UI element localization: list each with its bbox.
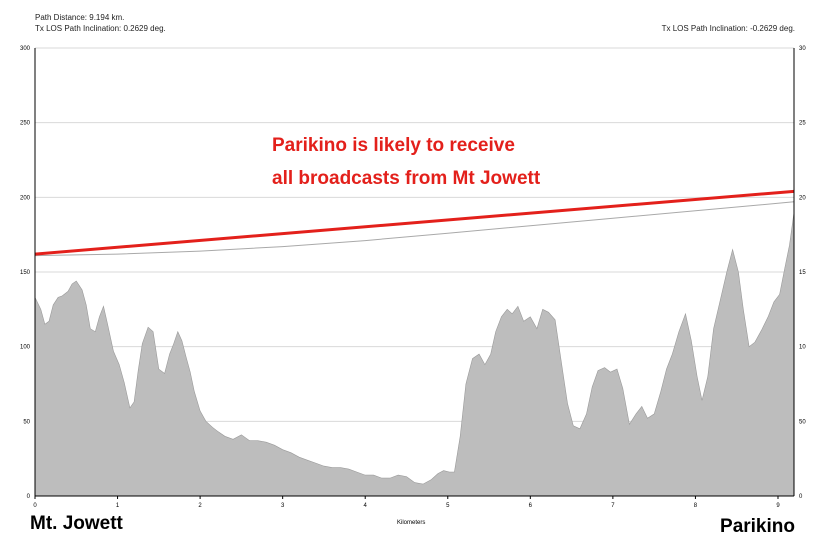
y-tick-label-right-4: 20 xyxy=(799,195,806,201)
y-tick-label-0: 0 xyxy=(27,494,31,500)
x-axis-label: Kilometers xyxy=(397,520,426,526)
site-label-right: Parikino xyxy=(720,516,795,537)
earth-curvature-line xyxy=(34,201,795,257)
x-tick-label-2: 2 xyxy=(198,503,202,509)
site-label-left: Mt. Jowett xyxy=(30,513,123,534)
y-tick-label-100: 100 xyxy=(20,345,31,351)
y-tick-label-300: 300 xyxy=(20,46,31,52)
terrain-layer xyxy=(34,212,795,497)
y-tick-label-150: 150 xyxy=(20,270,31,276)
y-tick-label-50: 50 xyxy=(23,419,30,425)
annotation-layer: Parikino is likely to receive all broadc… xyxy=(272,135,541,189)
y-tick-label-right-0: 0 xyxy=(799,494,803,500)
y-tick-label-right-1: 50 xyxy=(799,419,806,425)
x-tick-label-7: 7 xyxy=(611,503,615,509)
terrain-area xyxy=(34,212,795,497)
annotation-line-1: Parikino is likely to receive xyxy=(272,135,515,156)
y-tick-label-right-6: 30 xyxy=(799,46,806,52)
x-tick-label-1: 1 xyxy=(116,503,120,509)
los-layer xyxy=(34,189,795,257)
y-tick-label-right-2: 10 xyxy=(799,345,806,351)
x-tick-label-4: 4 xyxy=(364,503,368,509)
y-tick-label-200: 200 xyxy=(20,195,31,201)
path-distance-label: Path Distance: 9.194 km. xyxy=(35,13,125,22)
x-tick-label-0: 0 xyxy=(33,503,37,509)
tx-inclination-left-label: Tx LOS Path Inclination: 0.2629 deg. xyxy=(35,24,166,33)
x-tick-label-8: 8 xyxy=(694,503,698,509)
los-path-line xyxy=(34,189,795,256)
y-tick-label-right-5: 25 xyxy=(799,121,806,127)
x-tick-label-6: 6 xyxy=(529,503,533,509)
x-tick-label-9: 9 xyxy=(776,503,780,509)
tx-inclination-right-label: Tx LOS Path Inclination: -0.2629 deg. xyxy=(661,24,795,33)
x-tick-label-3: 3 xyxy=(281,503,285,509)
x-tick-label-5: 5 xyxy=(446,503,450,509)
y-tick-label-right-3: 15 xyxy=(799,270,806,276)
annotation-line-2: all broadcasts from Mt Jowett xyxy=(272,168,541,189)
y-tick-label-250: 250 xyxy=(20,121,31,127)
